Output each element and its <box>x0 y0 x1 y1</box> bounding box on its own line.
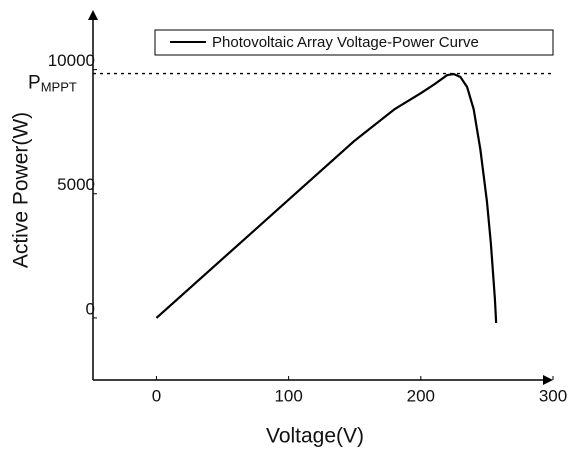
y-axis-arrow <box>88 10 98 20</box>
x-tick-label: 300 <box>539 386 567 405</box>
x-tick-label: 100 <box>274 386 302 405</box>
x-axis-arrow <box>543 375 553 385</box>
y-tick-label: 5000 <box>57 175 95 194</box>
mppt-label-sub: MPPT <box>41 80 77 95</box>
legend-label: Photovoltaic Array Voltage-Power Curve <box>212 34 479 51</box>
series-line <box>155 72 498 323</box>
x-axis-label: Voltage(V) <box>266 425 364 448</box>
legend-box <box>154 29 554 56</box>
x-tick-label: 0 <box>152 386 161 405</box>
mppt-label: PMPPT <box>28 73 77 95</box>
mppt-label-main: P <box>28 73 41 94</box>
x-tick-label: 200 <box>407 386 435 405</box>
y-axis-label: Active Power(W) <box>10 112 33 268</box>
y-tick-label: 10000 <box>48 51 95 70</box>
y-tick-label: 0 <box>86 299 95 318</box>
